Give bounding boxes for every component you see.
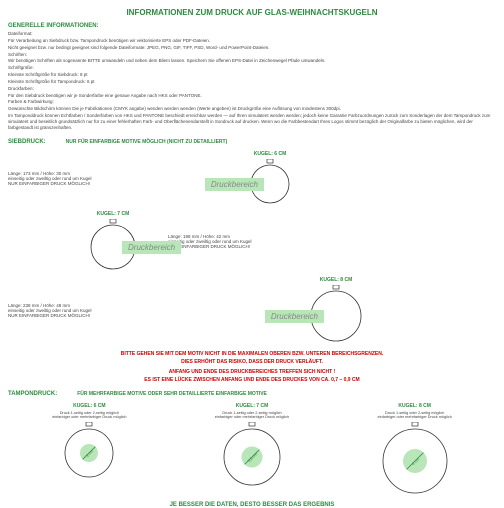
general-p5: Wir benötigen Schriften als sogenannte B…: [8, 58, 496, 64]
tampon-col-2: KUGEL: 8 CM Druck 1-seitig oder 2-seitig…: [333, 403, 496, 496]
general-p4: Schriften:: [8, 52, 496, 58]
general-p2: Für Verarbeitung an Siebdruck bzw. Tampo…: [8, 38, 496, 44]
footer-text: JE BESSER DIE DATEN, DESTO BESSER DAS ER…: [8, 502, 496, 508]
ornament-ball-icon: 4 cm: [380, 422, 450, 496]
tampon-header: TAMPONDRUCK:: [8, 391, 57, 397]
warning-3: ANFANG UND ENDE DES DRUCKBEREICHES TREFF…: [8, 369, 496, 375]
tampon-label-1: KUGEL: 7 CM: [171, 403, 334, 409]
general-p7: Kleinste Schriftgröße für Siebdruck: 8 p…: [8, 72, 496, 78]
kugel-label-0: KUGEL: 6 CM: [248, 151, 292, 157]
tampon-label-0: KUGEL: 6 CM: [8, 403, 171, 409]
general-p13: Im Tamponddruck können Echtfarben / Sond…: [8, 113, 496, 131]
tampon-container: KUGEL: 6 CM Druck 1-seitig oder 2-seitig…: [8, 403, 496, 496]
general-p9: Druckfarben:: [8, 86, 496, 92]
general-p10: Für den Siebdruck benötigen wir je Sonde…: [8, 93, 496, 99]
tampon-col-1: KUGEL: 7 CM Druck 1-seitig oder 2-seitig…: [171, 403, 334, 488]
tampon-note2-2: einfarbiger oder mehrfarbiger Druck mögl…: [333, 415, 496, 420]
tampon-note2-0: einfarbiger oder mehrfarbiger Druck mögl…: [8, 415, 171, 420]
sieb-text-0: Länge: 173 mm / Höhe: 30 mm einseitig od…: [8, 171, 128, 186]
general-p6: Schriftgröße:: [8, 65, 496, 71]
general-p8: Kleinste Schriftgröße für Tampondruck: 6…: [8, 79, 496, 85]
general-p1: Dateiformat:: [8, 31, 496, 37]
druckbereich-badge: Druckbereich: [265, 310, 324, 323]
general-header: GENERELLE INFORMATIONEN:: [8, 23, 496, 29]
druckbereich-badge: Druckbereich: [122, 241, 181, 254]
sieb-row-2: Länge: 238 mm / Höhe: 48 mm einseitig od…: [8, 277, 496, 345]
kugel-label-1: KUGEL: 7 CM: [88, 211, 138, 217]
kugel-label-2: KUGEL: 8 CM: [308, 277, 364, 283]
sieb-text-1: Länge: 198 mm / Höhe: 42 mm einseitig od…: [168, 234, 288, 249]
siebdruck-container: Länge: 173 mm / Höhe: 30 mm einseitig od…: [8, 151, 496, 345]
ornament-ball-icon: 3,5 cm: [221, 422, 283, 488]
sieb-row-0: Länge: 173 mm / Höhe: 30 mm einseitig od…: [8, 151, 496, 207]
warning-4: ES IST EINE LÜCKE ZWISCHEN ANFANG UND EN…: [8, 377, 496, 383]
sieb-text-2: Länge: 238 mm / Höhe: 48 mm einseitig od…: [8, 303, 128, 318]
druckbereich-badge: Druckbereich: [205, 178, 264, 191]
tampon-label-2: KUGEL: 8 CM: [333, 403, 496, 409]
tampon-note2-1: einfarbiger oder mehrfarbiger Druck mögl…: [171, 415, 334, 420]
general-p12: Gewünschte Bildschirm können Die je Fabr…: [8, 106, 496, 112]
siebdruck-header: SIEBDRUCK:: [8, 139, 46, 145]
general-p11: Farben & Farbwirkung:: [8, 99, 496, 105]
warning-1: BITTE GEHEN SIE MIT DEM MOTIV NICHT IN D…: [8, 351, 496, 357]
warning-2: DIES ERHÖHT DAS RISIKO, DASS DER DRUCK V…: [8, 359, 496, 365]
ornament-ball-icon: 3 cm: [62, 422, 116, 480]
tampon-subtitle: FÜR MEHRFARBIGE MOTIVE ODER SEHR DETAILL…: [77, 391, 267, 397]
siebdruck-subtitle: NUR FÜR EINFARBIGE MOTIVE MÖGLICH (NICHT…: [66, 139, 228, 145]
sieb-row-1: KUGEL: 7 CM Druckbereich Länge: 198 mm /…: [68, 211, 496, 273]
tampon-col-0: KUGEL: 6 CM Druck 1-seitig oder 2-seitig…: [8, 403, 171, 480]
page-title: INFORMATIONEN ZUM DRUCK AUF GLAS-WEIHNAC…: [8, 8, 496, 17]
general-p3: Nicht geeignet bzw. nur bedingt geeignet…: [8, 45, 496, 51]
